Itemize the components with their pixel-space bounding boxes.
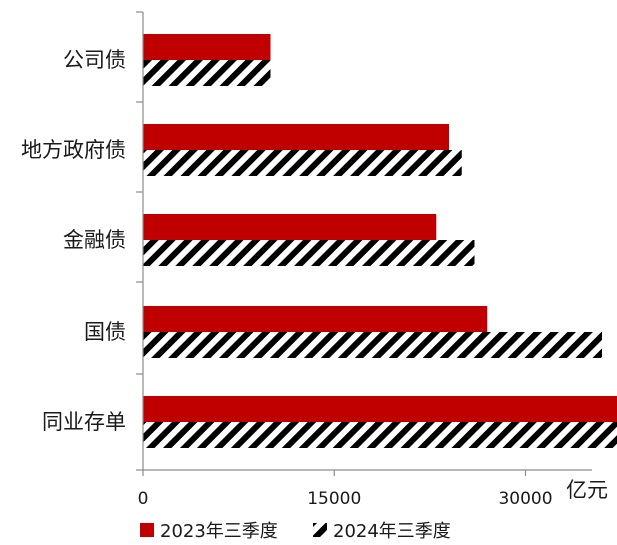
legend: 2023年三季度 2024年三季度 <box>140 521 451 542</box>
x-tick-label-2: 15000 <box>307 489 361 509</box>
plot-area <box>143 34 617 448</box>
bar-series1-5 <box>143 396 617 422</box>
category-label-5: 同业存单 <box>42 410 126 434</box>
x-unit-label: 亿元 <box>566 478 608 502</box>
legend-label-2: 2024年三季度 <box>333 521 451 542</box>
bar-series1-4 <box>143 306 488 332</box>
category-label-4: 国债 <box>84 320 126 344</box>
axes: 公司债地方政府债金融债国债同业存单015000300004500060000亿元 <box>21 11 608 509</box>
bar-series1-3 <box>143 214 437 240</box>
bar-series1-1 <box>143 34 271 60</box>
bar-series2-2 <box>143 150 462 176</box>
category-label-2: 地方政府债 <box>21 138 126 162</box>
legend-swatch-1 <box>140 523 154 537</box>
bar-series1-2 <box>143 124 449 150</box>
x-tick-label-3: 30000 <box>498 489 552 509</box>
category-label-3: 金融债 <box>63 228 126 252</box>
bar-series2-3 <box>143 240 475 266</box>
legend-label-1: 2023年三季度 <box>160 521 278 542</box>
bar-series2-4 <box>143 332 602 358</box>
category-label-1: 公司债 <box>63 48 126 72</box>
bar-series2-1 <box>143 60 271 86</box>
legend-swatch-2 <box>313 523 327 537</box>
bar-series2-5 <box>143 422 617 448</box>
x-tick-label-1: 0 <box>138 489 149 509</box>
